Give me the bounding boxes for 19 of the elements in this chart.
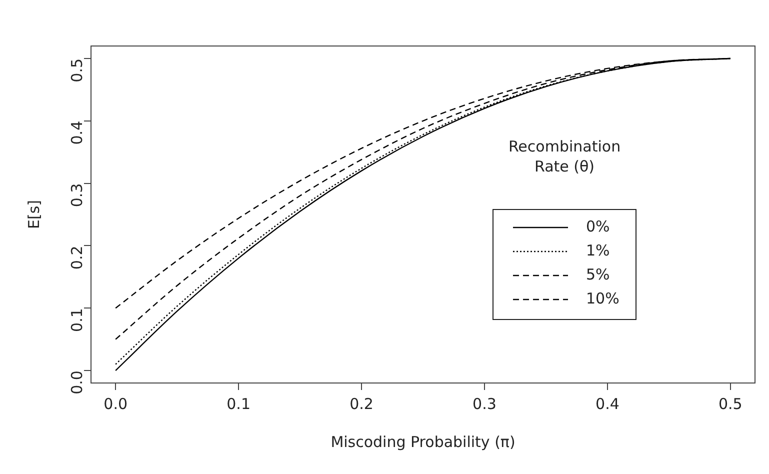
y-tick-label: 0.0 (68, 370, 86, 394)
legend-title: Recombination Rate (θ) (508, 137, 621, 176)
legend-label: 5% (586, 265, 610, 284)
x-tick-label: 0.3 (472, 394, 496, 413)
legend-label: 10% (586, 289, 620, 308)
y-tick-label: 0.3 (68, 183, 86, 208)
x-tick-label: 0.5 (718, 394, 742, 413)
x-tick-label: 0.4 (596, 394, 620, 413)
y-tick-label: 0.5 (68, 58, 86, 82)
y-axis-title: E[s] (24, 200, 43, 229)
x-tick-label: 0.2 (350, 394, 374, 413)
legend-label: 0% (586, 217, 610, 236)
x-tick-label: 0.0 (104, 394, 128, 413)
y-tick-label: 0.2 (68, 246, 86, 270)
legend-label: 1% (586, 241, 610, 260)
x-tick-label: 0.1 (226, 394, 250, 413)
x-axis-title: Miscoding Probability (π) (330, 432, 516, 451)
y-tick-label: 0.4 (68, 120, 86, 145)
y-tick-label: 0.1 (68, 308, 86, 332)
